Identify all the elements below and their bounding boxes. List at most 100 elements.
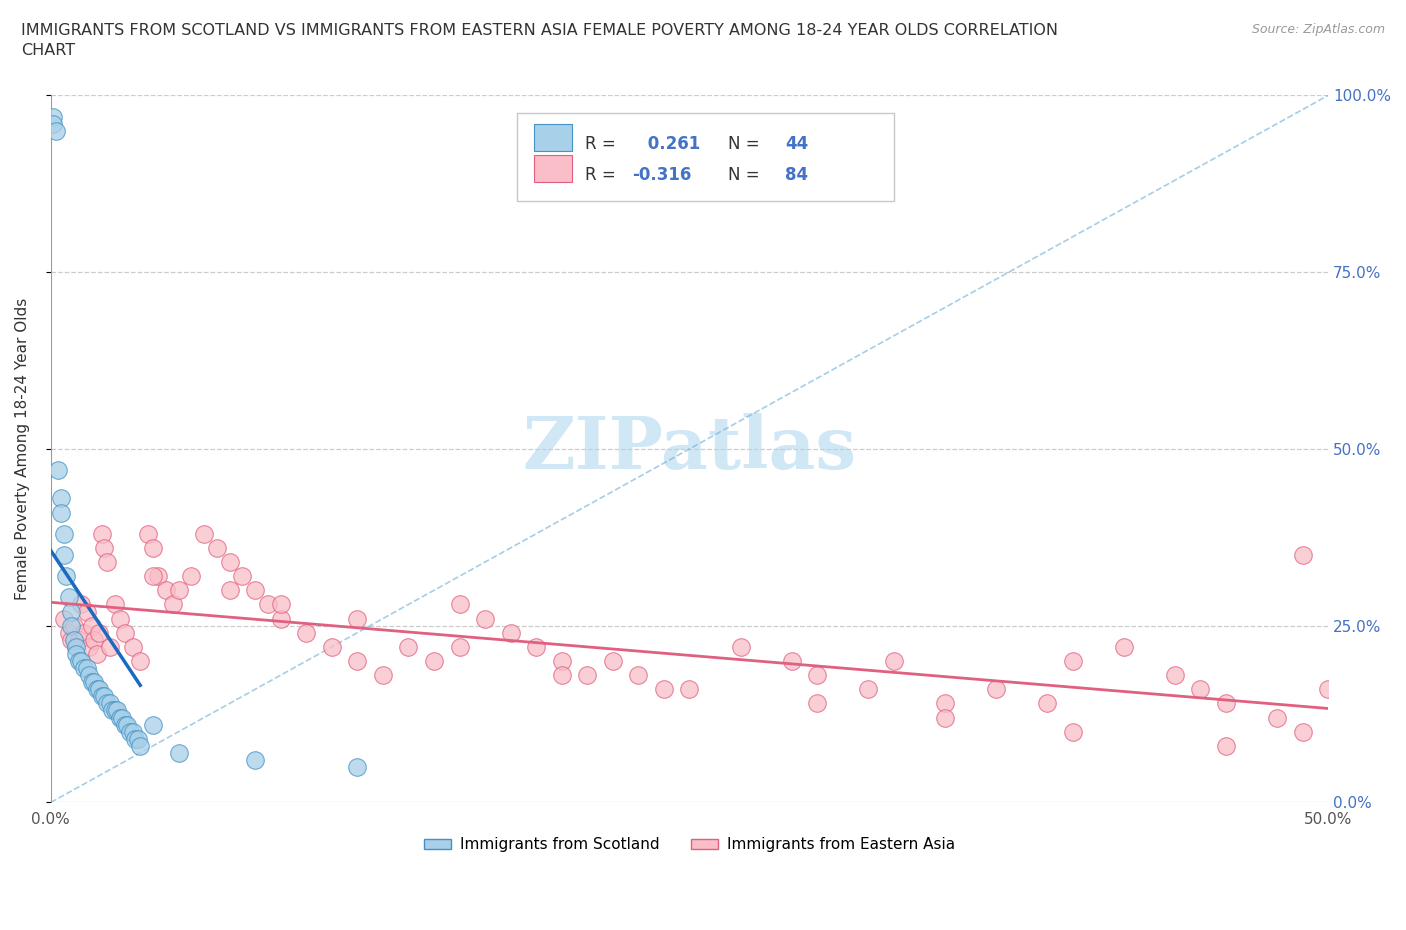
Point (42, 109, 65, 124)
Point (1291, 724, 1313, 739)
Point (257, 597, 280, 612)
Point (167, 583, 190, 598)
Point (118, 724, 141, 739)
Point (55, 569, 77, 584)
Point (70, 654, 93, 669)
Point (96, 554, 118, 569)
Point (121, 640, 143, 655)
Point (90, 689, 112, 704)
Point (1291, 548, 1313, 563)
Point (67, 654, 90, 669)
Point (83, 632, 105, 647)
Point (101, 703, 124, 718)
Point (76, 660, 98, 675)
Point (231, 569, 253, 584)
Point (77, 668, 100, 683)
Point (65, 640, 87, 655)
Point (576, 668, 599, 683)
Point (104, 703, 127, 718)
Point (346, 654, 368, 669)
Point (142, 717, 165, 732)
Point (49, 491, 72, 506)
Point (806, 668, 828, 683)
Point (551, 668, 574, 683)
Point (162, 597, 184, 612)
Point (1062, 654, 1084, 669)
Point (108, 611, 131, 626)
Point (80, 675, 103, 690)
Y-axis label: Female Poverty Among 18-24 Year Olds: Female Poverty Among 18-24 Year Olds (15, 298, 30, 600)
Point (270, 611, 292, 626)
Point (858, 682, 880, 697)
Point (984, 682, 1007, 697)
Point (346, 611, 368, 626)
Point (67, 632, 90, 647)
Point (155, 583, 177, 598)
Point (245, 583, 267, 598)
Text: Source: ZipAtlas.com: Source: ZipAtlas.com (1251, 23, 1385, 36)
Point (245, 752, 267, 767)
Point (1112, 640, 1135, 655)
Text: 84: 84 (786, 166, 808, 184)
Point (205, 540, 228, 555)
Point (499, 625, 522, 640)
Point (73, 660, 96, 675)
Point (346, 760, 368, 775)
Point (63, 632, 86, 647)
Point (1036, 696, 1059, 711)
Point (98, 696, 121, 711)
Point (270, 597, 292, 612)
FancyBboxPatch shape (534, 155, 572, 182)
Point (602, 654, 624, 669)
Point (1062, 724, 1084, 739)
Point (111, 711, 134, 725)
Point (42, 116, 65, 131)
Point (146, 569, 169, 584)
Point (627, 668, 650, 683)
Point (730, 640, 752, 655)
Point (76, 604, 98, 619)
Point (90, 526, 112, 541)
Point (105, 703, 128, 718)
Point (295, 625, 318, 640)
Point (218, 554, 240, 569)
Point (124, 731, 146, 746)
Point (60, 632, 83, 647)
Point (45, 124, 67, 139)
Point (52, 526, 75, 541)
Point (449, 640, 471, 655)
Text: -0.316: -0.316 (633, 166, 692, 184)
Point (65, 640, 87, 655)
Point (180, 569, 202, 584)
Point (83, 675, 105, 690)
Point (52, 548, 75, 563)
Point (117, 717, 139, 732)
Point (129, 654, 152, 669)
Point (98, 640, 121, 655)
Point (371, 668, 394, 683)
FancyBboxPatch shape (534, 125, 572, 152)
Point (93, 540, 115, 555)
FancyBboxPatch shape (517, 113, 894, 202)
Point (934, 711, 956, 725)
Point (60, 618, 83, 633)
Point (129, 738, 152, 753)
Text: N =: N = (728, 166, 765, 184)
Point (934, 696, 956, 711)
Legend: Immigrants from Scotland, Immigrants from Eastern Asia: Immigrants from Scotland, Immigrants fro… (418, 831, 962, 858)
Point (73, 625, 96, 640)
Point (678, 682, 700, 697)
Point (89, 682, 111, 697)
Point (1189, 682, 1212, 697)
Point (60, 604, 83, 619)
Point (136, 526, 159, 541)
Point (52, 611, 75, 626)
Text: N =: N = (728, 135, 765, 153)
Point (1215, 738, 1237, 753)
Point (114, 717, 136, 732)
Point (114, 625, 136, 640)
Point (652, 682, 675, 697)
Text: ZIPatlas: ZIPatlas (523, 414, 856, 485)
Point (121, 724, 143, 739)
Point (1164, 668, 1187, 683)
